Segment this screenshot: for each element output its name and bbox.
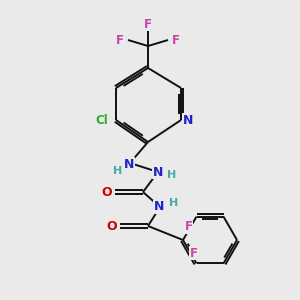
Text: F: F xyxy=(184,220,193,233)
Text: O: O xyxy=(107,220,117,232)
Text: N: N xyxy=(153,166,163,178)
Text: H: H xyxy=(113,166,123,176)
Text: H: H xyxy=(167,170,177,180)
Text: H: H xyxy=(169,198,178,208)
Text: F: F xyxy=(116,34,124,46)
Text: F: F xyxy=(172,34,180,46)
Text: O: O xyxy=(102,185,112,199)
Text: F: F xyxy=(144,17,152,31)
Text: N: N xyxy=(124,158,134,170)
Text: F: F xyxy=(190,247,197,260)
Text: N: N xyxy=(154,200,164,214)
Text: N: N xyxy=(183,113,193,127)
Text: Cl: Cl xyxy=(96,113,108,127)
